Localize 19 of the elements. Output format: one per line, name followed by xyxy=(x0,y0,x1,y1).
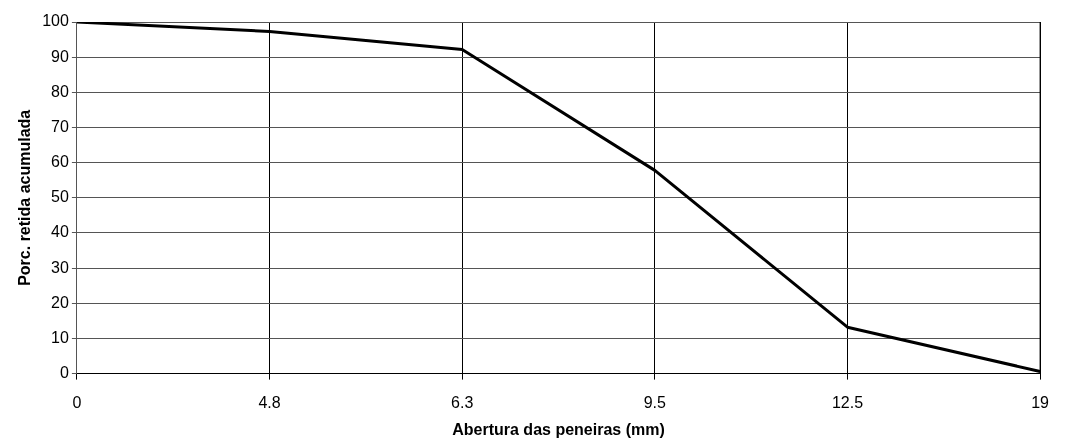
x-tick-label: 4.8 xyxy=(258,393,281,411)
y-tick-label: 20 xyxy=(51,293,69,311)
y-tick-label: 70 xyxy=(51,117,69,135)
x-axis-title: Abertura das peneiras (mm) xyxy=(452,420,665,438)
y-tick-label: 40 xyxy=(51,223,69,241)
y-tick-label: 0 xyxy=(59,364,69,382)
x-tick-label: 12.5 xyxy=(831,393,864,411)
x-tick-label: 0 xyxy=(72,393,82,411)
y-tick-label: 50 xyxy=(51,188,69,206)
y-axis-title: Porc. retida acumulada xyxy=(16,109,34,286)
y-tick-label: 60 xyxy=(51,153,69,171)
x-tick-label: 6.3 xyxy=(451,393,474,411)
x-tick-label: 9.5 xyxy=(643,393,667,411)
y-tick-label: 80 xyxy=(51,82,69,100)
y-tick-label: 100 xyxy=(42,12,69,30)
y-tick-label: 10 xyxy=(51,328,69,346)
x-tick-label: 19 xyxy=(1031,393,1050,411)
y-tick-label: 90 xyxy=(51,47,69,65)
y-tick-label: 30 xyxy=(51,258,69,276)
